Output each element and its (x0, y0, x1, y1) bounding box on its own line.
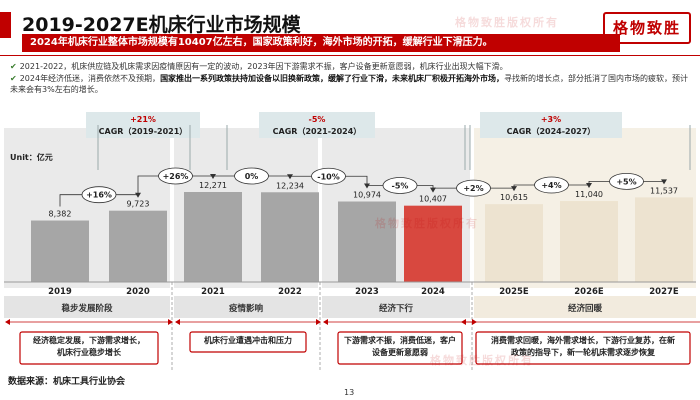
cagr-label-2: CAGR（2021-2024） (273, 126, 362, 136)
bullet-1-text: 2021-2022，机床供应链及机床需求因疫情原因有一定的波动，2023年因下游… (19, 62, 508, 71)
bar-value-label: 11,537 (650, 186, 678, 195)
phase-desc-box-1 (19, 331, 159, 365)
growth-label: 0% (245, 172, 259, 181)
bar-2022 (261, 192, 319, 282)
bullet-2: ✔ 2024年经济低迷，消费依然不及预期，国家推出一系列政策扶持加设备以旧换新政策… (10, 73, 690, 95)
cagr-box-1 (86, 112, 200, 138)
x-tick-label: 2023 (355, 287, 379, 297)
phase-name-2: 疫情影响 (229, 303, 264, 314)
growth-label: +16% (86, 191, 112, 200)
x-tick-label: 2020 (126, 287, 150, 297)
cagr-rate-3: +3% (541, 115, 561, 124)
phase-name-band-1 (4, 296, 170, 318)
growth-arrow-head (661, 179, 667, 185)
growth-label: -5% (392, 182, 409, 191)
cagr-box-2 (259, 112, 375, 138)
phase-desc-box-2 (189, 331, 307, 353)
bar-value-label: 9,723 (127, 200, 150, 209)
phase-name-band-3 (322, 296, 470, 318)
x-tick-label: 2024 (421, 287, 445, 297)
bar-value-label: 11,040 (575, 190, 603, 199)
growth-label: +2% (463, 184, 483, 193)
phase-range-arrow-left (461, 319, 466, 325)
bar-value-label: 12,271 (199, 181, 227, 190)
watermark: 格物致胜版权所有 (455, 16, 559, 29)
bar-2021 (184, 192, 242, 282)
bar-value-label: 10,407 (419, 195, 447, 204)
growth-label: +26% (163, 172, 189, 181)
phase-desc-text-1: 经济稳定发展，下游需求增长， (33, 335, 145, 345)
phase-name-4: 经济回暖 (568, 303, 603, 314)
growth-label: +4% (541, 181, 561, 190)
bar-value-label: 8,382 (49, 210, 72, 219)
growth-bubble (234, 167, 269, 185)
growth-bubble (609, 172, 644, 190)
growth-bubble (534, 176, 569, 194)
phase-desc-box-3 (337, 331, 463, 365)
bar-2024 (404, 205, 462, 282)
title-accent-bar (0, 12, 11, 38)
bar-2019 (31, 220, 89, 282)
phase-name-band-4 (474, 296, 696, 318)
x-tick-label: 2027E (649, 287, 679, 297)
phase-desc-box-4 (475, 331, 691, 365)
page-number: 13 (344, 388, 355, 397)
phase-range-arrow-right (316, 319, 321, 325)
bar-2025E (485, 204, 543, 282)
bar-value-label: 12,234 (276, 181, 304, 190)
bullet-2-text: 2024年经济低迷，消费依然不及预期， (19, 74, 161, 83)
brand-logo: 格物致胜 (603, 12, 691, 44)
phase-name-3: 经济下行 (379, 303, 414, 314)
bar-2026E (560, 201, 618, 282)
header-divider (0, 55, 700, 56)
cagr-label-3: CAGR（2024-2027） (507, 126, 596, 136)
phase-desc-text-4: 政策的指导下，新一轮机床需求逐步恢复 (511, 347, 656, 357)
phase-desc-text-3: 设备更新意愿弱 (372, 347, 428, 357)
x-tick-label: 2022 (278, 287, 302, 297)
bullet-2-tail: 寻找新的增长点，部分抵消了国内市场的疲软，预计未来会有3%左右的增长。 (10, 74, 689, 94)
watermark: 格物致胜版权所有 (430, 354, 534, 367)
growth-label: -10% (317, 172, 339, 181)
growth-label: +5% (616, 177, 636, 186)
data-source: 数据来源：机床工具行业协会 (8, 377, 126, 387)
bar-2020 (109, 210, 167, 282)
x-tick-label: 2025E (499, 287, 529, 297)
bar-value-label: 10,615 (500, 193, 528, 202)
cagr-box-3 (480, 112, 622, 138)
bar-2027E (635, 197, 693, 282)
x-tick-label: 2021 (201, 287, 225, 297)
phase-range-arrow-left (175, 319, 180, 325)
phase-name-1: 稳步发展阶段 (61, 303, 113, 314)
cagr-rate-1: +21% (130, 115, 156, 124)
unit-label: Unit：亿元 (10, 152, 53, 162)
bullet-2-bold: 国家推出一系列政策扶持加设备以旧换新政策，缓解了行业下滑，未来机床厂积极开拓海外… (160, 74, 505, 83)
growth-bubble (81, 186, 117, 204)
bar-value-label: 10,974 (353, 191, 381, 200)
phase-desc-text-1: 机床行业稳步增长 (57, 347, 122, 357)
phase-range-arrow-left (5, 319, 10, 325)
page-subtitle: 2024年机床行业整体市场规模有10407亿左右，国家政策利好，海外市场的开拓，… (22, 34, 620, 52)
x-tick-label: 2026E (574, 287, 604, 297)
phase-name-band-2 (174, 296, 318, 318)
growth-bubble (311, 167, 346, 185)
growth-bubble (158, 167, 193, 185)
check-icon: ✔ (10, 74, 17, 83)
phase-desc-text-2: 机床行业遭遇冲击和压力 (204, 335, 292, 345)
bullet-1: ✔ 2021-2022，机床供应链及机床需求因疫情原因有一定的波动，2023年因下… (10, 61, 690, 72)
phase-desc-text-3: 下游需求不振，消费低迷，客户 (344, 335, 456, 345)
check-icon: ✔ (10, 62, 17, 71)
growth-bubble (382, 177, 418, 194)
phase-range-arrow-right (168, 319, 173, 325)
growth-bubble (456, 179, 491, 197)
x-tick-label: 2019 (48, 287, 72, 297)
watermark: 格物致胜版权所有 (375, 217, 479, 230)
phase-desc-text-4: 消费需求回暖，海外需求增长，下游行业复苏，在新 (491, 335, 675, 345)
cagr-rate-2: -5% (309, 115, 326, 124)
cagr-label-1: CAGR（2019-2021） (99, 126, 188, 136)
bar-2023 (338, 201, 396, 282)
page-title: 2019-2027E机床行业市场规模 (22, 14, 301, 36)
phase-range-arrow-left (323, 319, 328, 325)
